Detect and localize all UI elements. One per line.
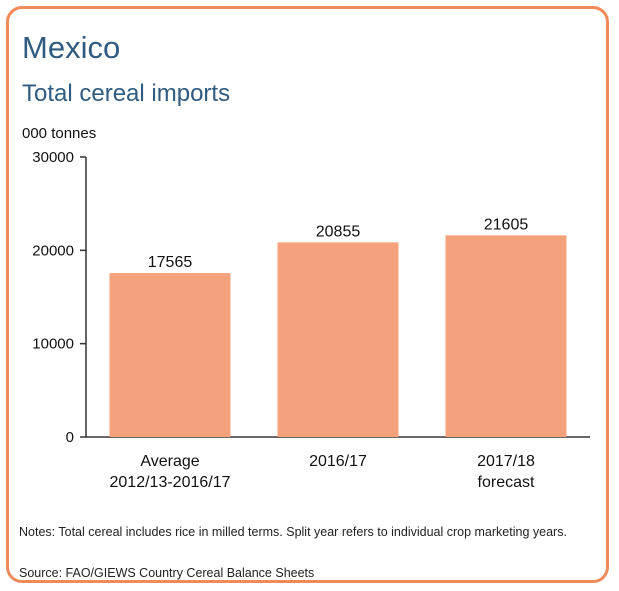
x-category-label: 2016/17	[309, 453, 367, 470]
x-category-label: Average	[140, 453, 199, 470]
chart-subtitle: Total cereal imports	[22, 80, 231, 107]
y-tick-label: 0	[66, 429, 74, 446]
x-category-label: 2012/13-2016/17	[110, 474, 231, 491]
x-category-label: 2017/18	[477, 453, 535, 470]
bar-value-label: 20855	[316, 223, 361, 240]
y-axis-unit-label: 000 tonnes	[22, 125, 96, 142]
chart-source: Source: FAO/GIEWS Country Cereal Balance…	[19, 566, 315, 580]
bar-value-label: 17565	[148, 254, 193, 271]
chart-notes: Notes: Total cereal includes rice in mil…	[19, 525, 567, 539]
bar	[109, 273, 231, 437]
bar	[277, 242, 399, 437]
bar	[445, 235, 567, 437]
x-category-label: forecast	[478, 474, 535, 491]
y-tick-label: 10000	[32, 336, 74, 353]
bar-value-label: 21605	[484, 216, 529, 233]
chart-title: Mexico	[22, 30, 121, 65]
y-tick-label: 30000	[32, 149, 74, 166]
y-tick-label: 20000	[32, 242, 74, 259]
